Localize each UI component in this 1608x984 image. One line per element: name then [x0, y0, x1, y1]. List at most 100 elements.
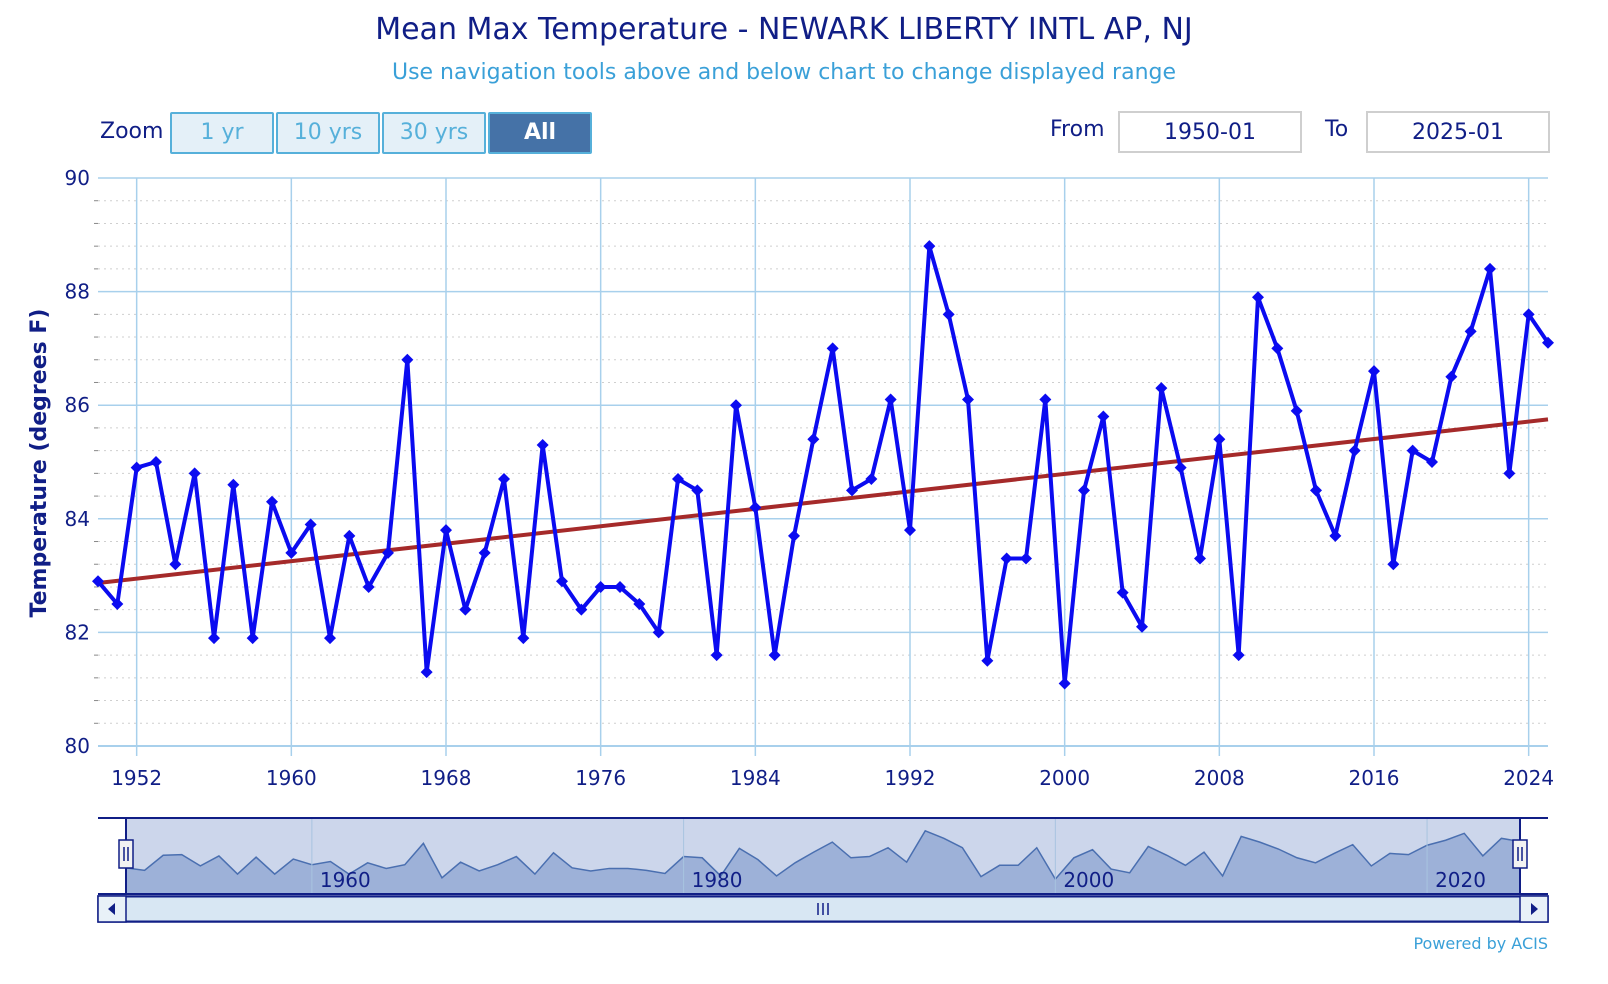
data-point-marker — [1232, 649, 1245, 662]
x-axis: 1952 1960 1968 1976 1984 1992 2000 2008 2016 2024 — [98, 745, 1554, 790]
data-point-marker — [923, 240, 936, 253]
data-point-marker — [633, 598, 646, 610]
data-point-marker — [246, 632, 259, 645]
data-point-marker — [1271, 342, 1284, 355]
zoom-label: Zoom — [100, 119, 164, 144]
data-point-marker — [691, 484, 704, 497]
data-point-marker — [1406, 444, 1419, 457]
data-point-marker — [266, 495, 278, 508]
data-point-marker — [1445, 370, 1458, 383]
x-tick-label: 1976 — [575, 766, 626, 790]
scroll-left-arrow-icon — [108, 903, 115, 915]
data-point-marker — [865, 473, 878, 486]
data-point-marker — [594, 580, 607, 593]
data-point-marker — [517, 632, 530, 645]
credit-link[interactable]: Powered by ACIS — [1413, 934, 1548, 953]
y-tick-label: 82 — [65, 620, 90, 644]
data-point-marker — [343, 529, 356, 542]
data-point-marker — [768, 649, 781, 662]
data-point-marker — [614, 580, 626, 593]
navigator-right-handle[interactable] — [1512, 839, 1528, 869]
to-date-input[interactable] — [1366, 111, 1550, 153]
data-point-marker — [730, 399, 742, 412]
from-label: From — [1050, 117, 1105, 142]
data-point-marker — [1174, 461, 1187, 474]
data-point-marker — [324, 632, 336, 645]
data-point-marker — [1097, 410, 1110, 423]
data-point-marker — [1020, 552, 1032, 565]
data-point-marker — [904, 524, 916, 537]
x-tick-label: 1960 — [266, 766, 317, 790]
zoom-all-button[interactable]: All — [488, 112, 592, 154]
to-label: To — [1325, 117, 1349, 142]
data-point-marker — [1290, 404, 1303, 417]
x-tick-label: 1984 — [730, 766, 781, 790]
chart-title: Mean Max Temperature - NEWARK LIBERTY IN… — [375, 12, 1193, 47]
plot-grid — [98, 177, 1548, 747]
data-point-marker — [382, 546, 394, 559]
data-point-marker — [884, 393, 897, 406]
data-point-marker — [1329, 529, 1342, 542]
data-point-marker — [1368, 365, 1380, 378]
navigator-series-area — [125, 829, 1521, 895]
data-point-marker — [420, 666, 433, 679]
data-point-marker — [478, 546, 491, 559]
data-point-marker — [498, 473, 510, 486]
scrollbar-thumb[interactable] — [125, 896, 1521, 922]
scroll-right-arrow-icon — [1531, 903, 1538, 915]
data-point-marker — [710, 649, 723, 662]
x-tick-label: 1952 — [111, 766, 162, 790]
data-point-marker — [1194, 552, 1206, 565]
data-point-marker — [788, 529, 800, 542]
data-point-marker — [304, 518, 317, 531]
data-point-marker — [401, 353, 414, 366]
data-point-marker — [846, 484, 858, 497]
data-point-marker — [227, 478, 240, 491]
data-point-marker — [1522, 308, 1535, 321]
data-point-marker — [556, 575, 568, 588]
zoom-1yr-button[interactable]: 1 yr — [170, 112, 274, 154]
y-axis: 80 82 84 86 88 90 — [65, 166, 98, 758]
data-point-marker — [1310, 484, 1322, 497]
data-point-marker — [652, 626, 665, 639]
data-point-marker — [1252, 291, 1264, 304]
zoom-30yrs-button[interactable]: 30 yrs — [382, 112, 486, 154]
y-tick-label: 88 — [65, 280, 90, 304]
data-point-marker — [826, 342, 839, 355]
x-tick-label: 2008 — [1194, 766, 1245, 790]
data-point-marker — [208, 632, 220, 645]
navigator[interactable]: 1960 1980 2000 2020 — [97, 816, 1549, 923]
y-tick-label: 84 — [65, 507, 90, 531]
data-point-marker — [575, 603, 588, 616]
data-point-marker — [1058, 677, 1071, 690]
data-point-marker — [285, 546, 298, 559]
data-point-marker — [1000, 552, 1013, 565]
y-tick-label: 80 — [65, 734, 90, 758]
x-tick-label: 2000 — [1039, 766, 1090, 790]
data-point-marker — [440, 524, 452, 537]
zoom-10yrs-button[interactable]: 10 yrs — [276, 112, 380, 154]
data-point-marker — [942, 308, 955, 321]
from-date-input[interactable] — [1118, 111, 1302, 153]
series-line — [96, 244, 1550, 686]
series-layer — [92, 240, 1554, 690]
y-tick-label: 90 — [65, 166, 90, 190]
navigator-label: 1980 — [692, 868, 743, 892]
navigator-left-handle[interactable] — [118, 839, 134, 869]
data-point-marker — [92, 575, 104, 588]
x-tick-label: 2016 — [1349, 766, 1400, 790]
data-point-marker — [536, 438, 549, 451]
data-point-marker — [981, 654, 994, 667]
data-point-marker — [1136, 620, 1148, 633]
x-tick-label: 1968 — [421, 766, 472, 790]
data-point-marker — [1484, 262, 1496, 275]
data-point-marker — [169, 558, 182, 571]
x-tick-label: 2024 — [1503, 766, 1554, 790]
data-point-marker — [672, 473, 684, 486]
data-point-marker — [962, 393, 974, 406]
data-point-marker — [111, 598, 124, 610]
data-point-marker — [1116, 586, 1129, 599]
y-tick-label: 86 — [65, 393, 90, 417]
data-point-marker — [130, 461, 143, 474]
